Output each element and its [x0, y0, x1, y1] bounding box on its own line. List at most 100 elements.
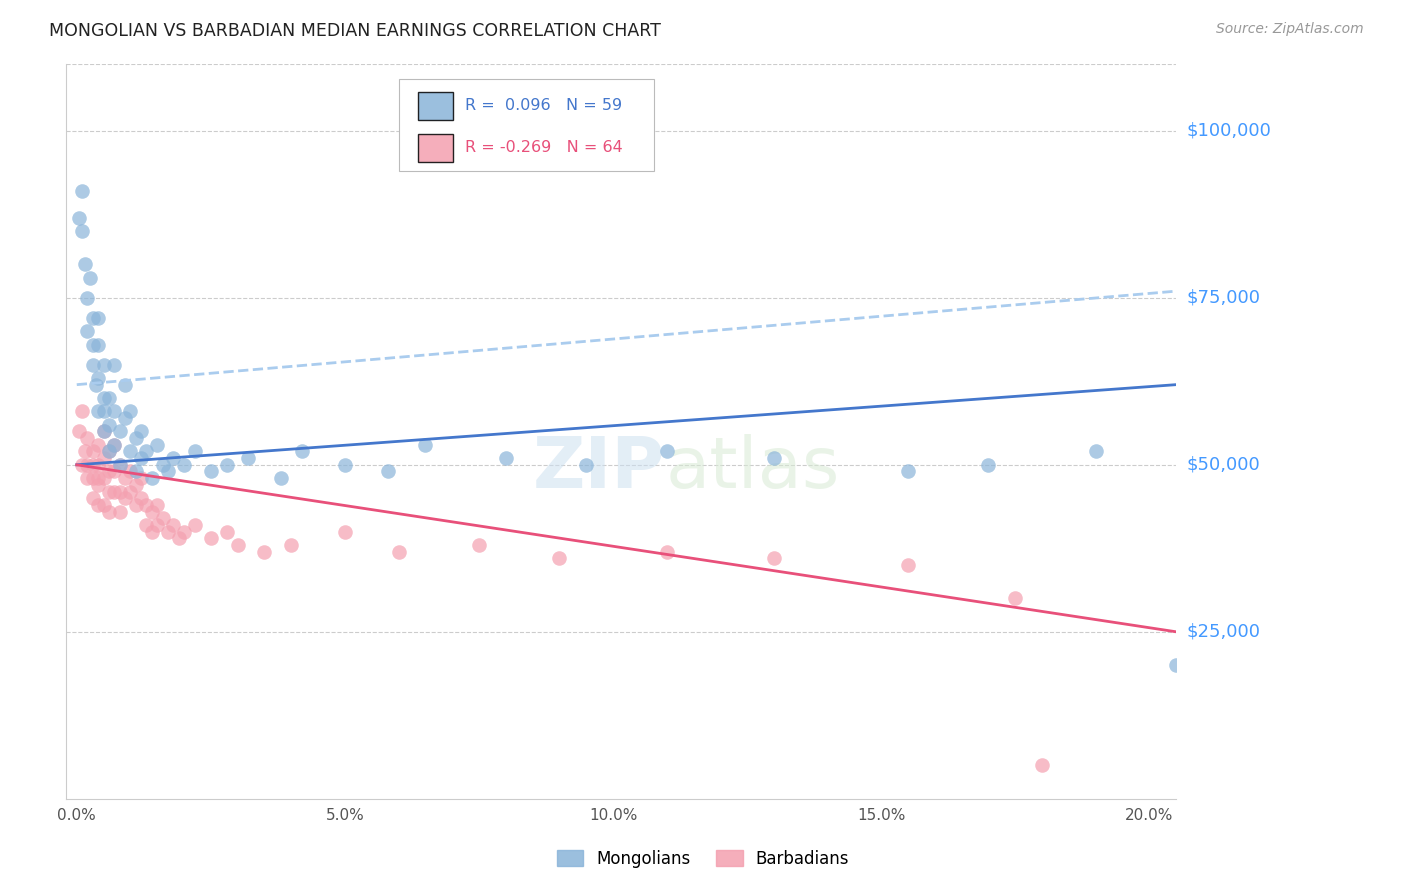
Point [108, 484, 131, 499]
Point [135, 444, 157, 458]
Point [103, 484, 125, 499]
Point [1031, 758, 1053, 772]
Point [129, 425, 152, 439]
Point [82, 310, 104, 325]
Text: atlas: atlas [665, 434, 839, 503]
Point [70, 224, 93, 238]
Text: $75,000: $75,000 [1187, 289, 1261, 307]
Point [87, 310, 110, 325]
Point [762, 551, 785, 566]
Text: R = -0.269   N = 64: R = -0.269 N = 64 [464, 140, 623, 155]
Point [97, 465, 120, 479]
Point [141, 524, 163, 539]
Point [238, 451, 260, 466]
Point [655, 544, 678, 558]
Point [70, 404, 93, 418]
Point [93, 425, 115, 439]
Point [215, 458, 238, 472]
Point [67, 211, 90, 225]
Point [108, 458, 131, 472]
Point [103, 438, 125, 452]
Point [152, 458, 174, 472]
Point [129, 471, 152, 485]
Point [76, 291, 98, 305]
FancyBboxPatch shape [418, 134, 454, 161]
Point [146, 517, 169, 532]
Point [76, 458, 98, 472]
Point [97, 417, 120, 432]
Point [1004, 591, 1026, 606]
Point [114, 471, 136, 485]
Text: ZIP: ZIP [533, 434, 665, 503]
Text: MONGOLIAN VS BARBADIAN MEDIAN EARNINGS CORRELATION CHART: MONGOLIAN VS BARBADIAN MEDIAN EARNINGS C… [49, 22, 661, 40]
Point [162, 517, 184, 532]
FancyBboxPatch shape [418, 92, 454, 120]
Point [108, 458, 131, 472]
Point [114, 411, 136, 425]
Point [87, 478, 110, 492]
Point [87, 438, 110, 452]
Point [125, 498, 148, 512]
Point [73, 257, 96, 271]
Point [97, 444, 120, 458]
Point [103, 404, 125, 418]
Point [87, 404, 110, 418]
Point [156, 465, 179, 479]
Point [146, 498, 169, 512]
Point [200, 465, 222, 479]
Point [97, 444, 120, 458]
Point [103, 438, 125, 452]
Point [93, 391, 115, 405]
Point [575, 458, 598, 472]
FancyBboxPatch shape [399, 78, 654, 170]
Point [167, 531, 190, 545]
Point [156, 524, 179, 539]
Text: Source: ZipAtlas.com: Source: ZipAtlas.com [1216, 22, 1364, 37]
Point [215, 524, 238, 539]
Point [87, 458, 110, 472]
Point [129, 451, 152, 466]
Point [93, 451, 115, 466]
Point [67, 425, 90, 439]
Point [655, 444, 678, 458]
Point [87, 371, 110, 385]
Point [87, 498, 110, 512]
Point [114, 491, 136, 506]
Point [82, 491, 104, 506]
Point [82, 458, 104, 472]
Point [76, 431, 98, 445]
Point [897, 465, 920, 479]
Point [415, 438, 437, 452]
Point [120, 465, 142, 479]
Point [141, 504, 163, 518]
Text: $100,000: $100,000 [1187, 122, 1271, 140]
Point [977, 458, 1000, 472]
Point [333, 458, 356, 472]
Point [97, 391, 120, 405]
Point [897, 558, 920, 572]
Point [468, 538, 491, 552]
Point [280, 538, 302, 552]
Text: R =  0.096   N = 59: R = 0.096 N = 59 [464, 98, 621, 113]
Point [87, 337, 110, 351]
Point [73, 444, 96, 458]
Point [1084, 444, 1107, 458]
Point [291, 444, 314, 458]
Point [146, 438, 169, 452]
Point [84, 377, 107, 392]
Point [97, 504, 120, 518]
Point [125, 478, 148, 492]
Point [120, 484, 142, 499]
Point [135, 498, 157, 512]
Point [82, 444, 104, 458]
Point [152, 511, 174, 525]
Point [79, 270, 101, 285]
Point [76, 471, 98, 485]
Point [495, 451, 517, 466]
Point [93, 498, 115, 512]
Point [1164, 658, 1187, 673]
Point [108, 504, 131, 518]
Point [162, 451, 184, 466]
Point [762, 451, 785, 466]
Point [93, 404, 115, 418]
